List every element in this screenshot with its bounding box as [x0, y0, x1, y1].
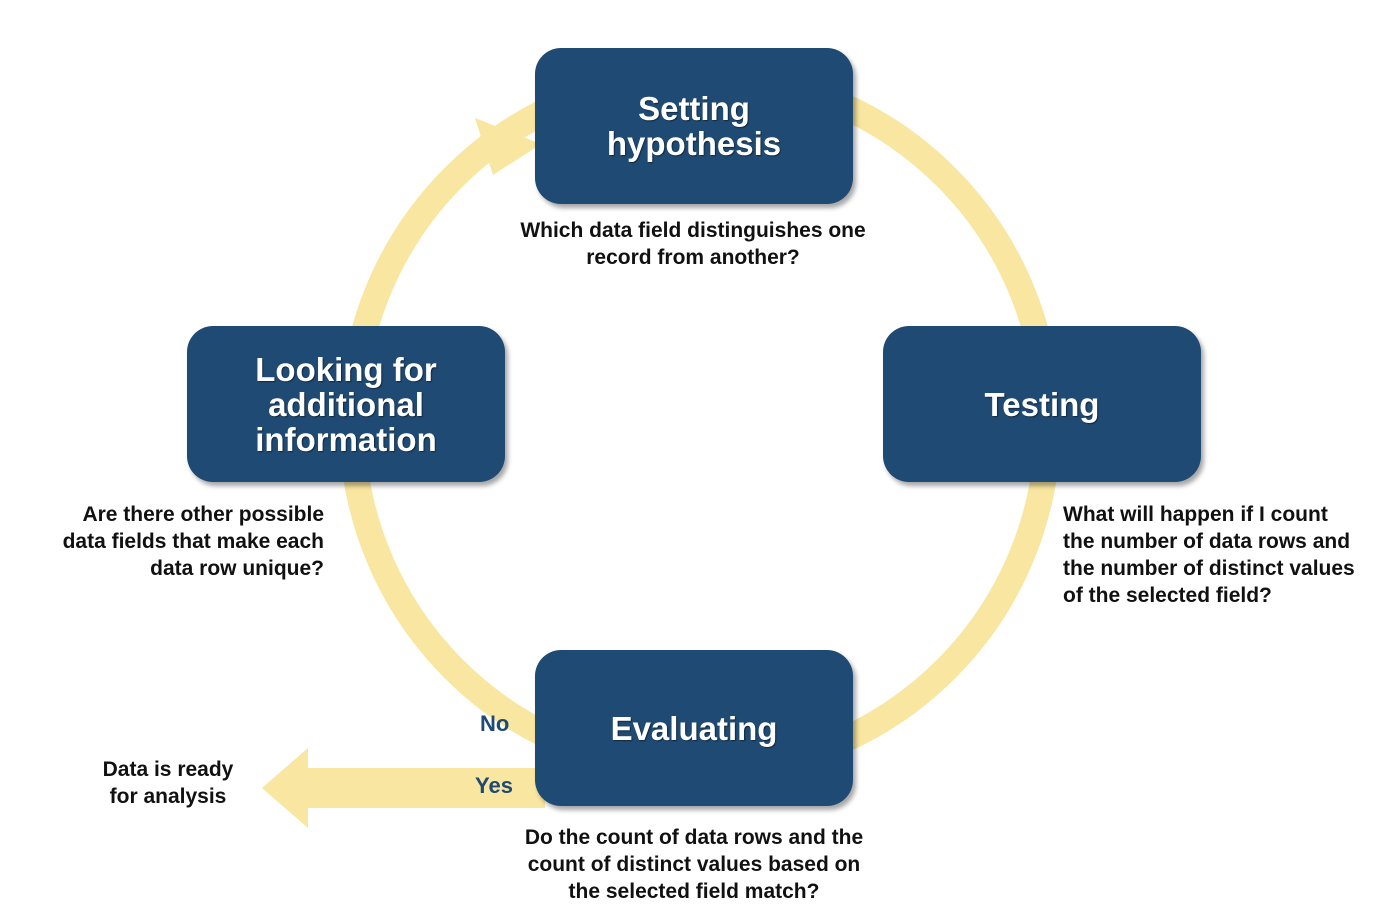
node-testing-label: Testing	[984, 385, 1100, 423]
node-evaluating-label: Evaluating	[610, 709, 778, 747]
node-testing: Testing	[883, 326, 1201, 482]
outcome-text: Data is ready for analysis	[102, 758, 234, 808]
no-branch-label: No	[480, 711, 510, 736]
node-setting-hypothesis-label: Setting hypothesis	[606, 90, 782, 162]
evaluating-question: Do the count of data rows and the count …	[524, 826, 864, 903]
node-looking-for-information-label: Looking for additional information	[255, 350, 437, 458]
testing-question: What will happen if I count the number o…	[1063, 503, 1355, 607]
node-setting-hypothesis: Setting hypothesis	[535, 48, 853, 204]
setting-hypothesis-question: Which data field distinguishes one recor…	[520, 219, 866, 269]
yes-branch-label: Yes	[475, 773, 513, 798]
arrowhead-to-setting-hypothesis	[475, 118, 541, 175]
node-looking-for-information: Looking for additional information	[187, 326, 505, 482]
node-evaluating: Evaluating	[535, 650, 853, 806]
outcome-arrow	[262, 748, 545, 828]
looking-for-information-question: Are there other possible data fields tha…	[62, 503, 324, 580]
